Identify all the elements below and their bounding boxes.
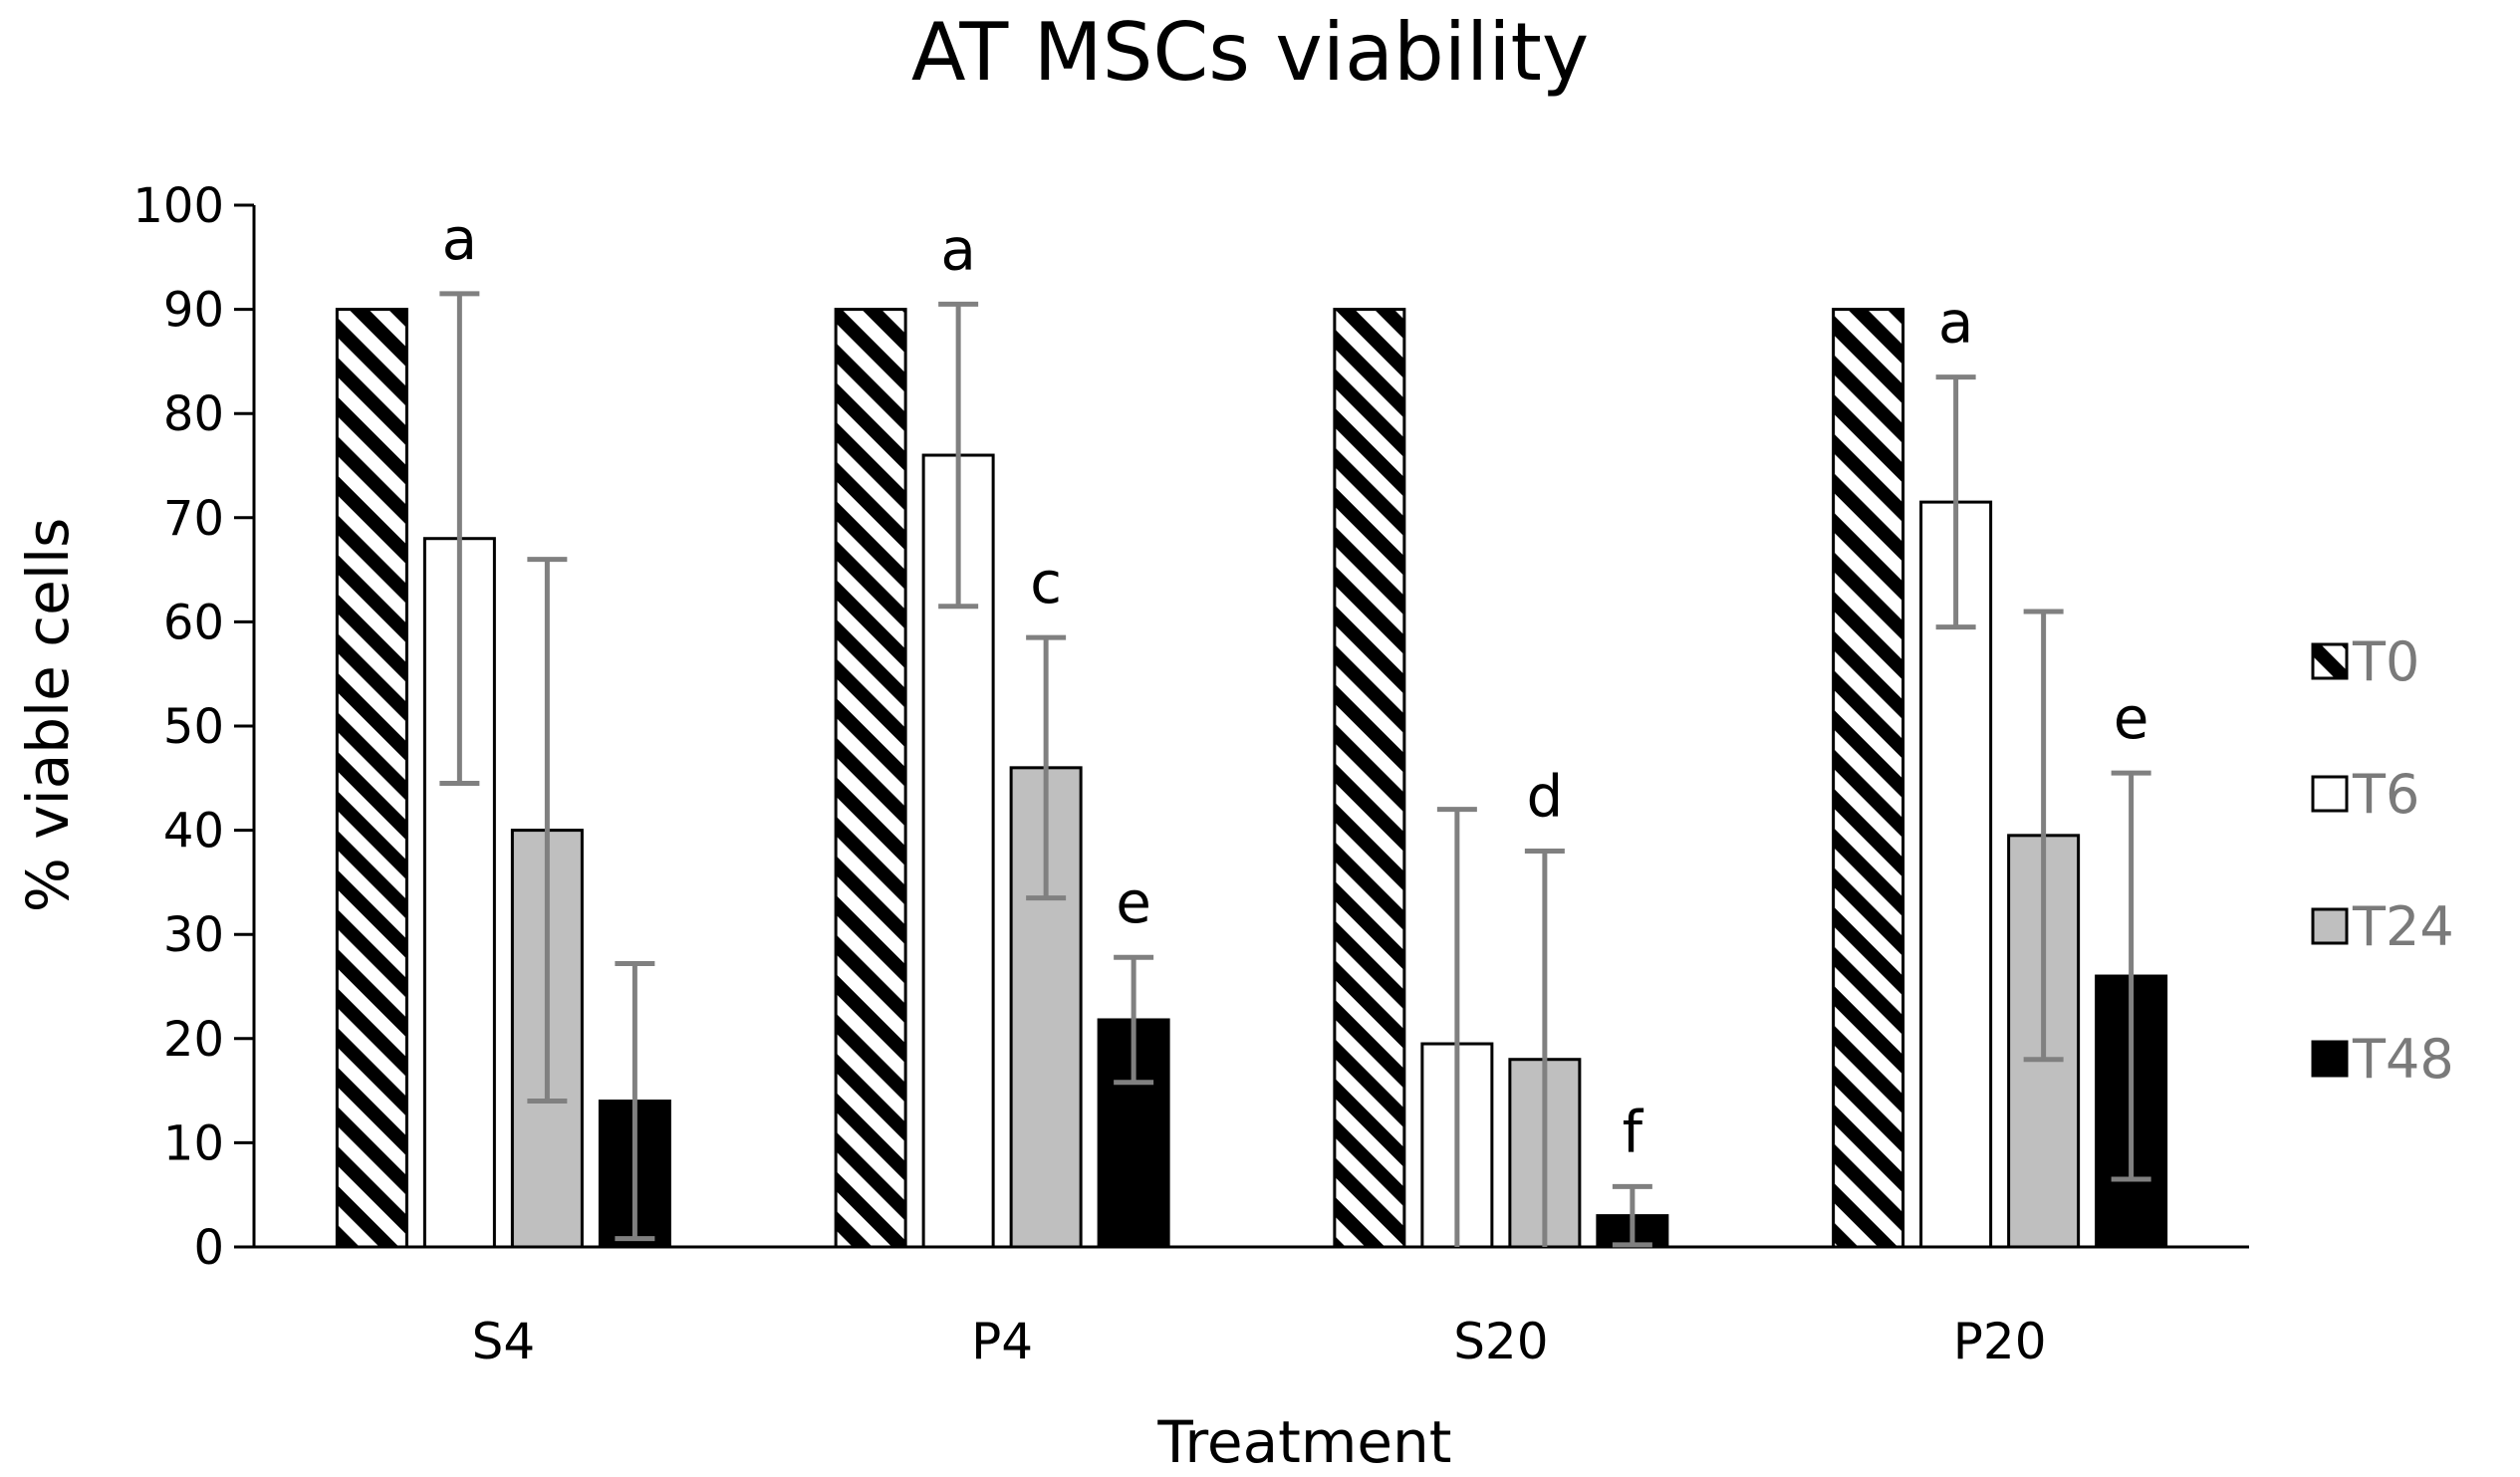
significance-label: a bbox=[940, 215, 976, 283]
legend-swatch-t48 bbox=[2311, 1040, 2349, 1078]
y-tick-label: 10 bbox=[163, 1115, 224, 1171]
significance-label: a bbox=[1938, 289, 1974, 357]
y-tick-label: 70 bbox=[163, 491, 224, 547]
legend-swatch-t24 bbox=[2311, 907, 2349, 945]
y-axis-title: % viable cells bbox=[14, 518, 82, 913]
bar-t0-s20 bbox=[1333, 308, 1406, 1249]
legend-label-t0: T0 bbox=[2352, 630, 2419, 693]
legend-swatch-t0 bbox=[2311, 642, 2349, 680]
legend-swatch-t6 bbox=[2311, 775, 2349, 813]
x-tick-label: P20 bbox=[1953, 1313, 2047, 1370]
y-tick-label: 60 bbox=[163, 595, 224, 650]
legend: T0 T6 T24 T48 bbox=[2311, 630, 2454, 1091]
legend-label-t24: T24 bbox=[2352, 895, 2454, 958]
y-tick-label: 90 bbox=[163, 283, 224, 339]
x-tick-label: S20 bbox=[1453, 1313, 1548, 1370]
plot-area: 0 10 20 30 40 50 60 70 80 90 100 S4 P4 S20 P20 a a c e d f a e bbox=[132, 178, 2249, 1370]
y-tick-label: 100 bbox=[132, 178, 224, 234]
significance-label: c bbox=[1030, 549, 1062, 616]
significance-label: e bbox=[1116, 868, 1151, 936]
chart-title: AT MSCs viability bbox=[911, 6, 1589, 99]
legend-label-t48: T48 bbox=[2352, 1028, 2454, 1091]
bar-t0-p4 bbox=[834, 308, 907, 1249]
legend-label-t6: T6 bbox=[2352, 763, 2419, 826]
y-tick-label: 40 bbox=[163, 804, 224, 860]
bar-t6-s4 bbox=[422, 537, 496, 1249]
significance-label: f bbox=[1623, 1098, 1644, 1165]
y-tick-label: 30 bbox=[163, 907, 224, 963]
x-axis-title: Treatment bbox=[1156, 1408, 1451, 1476]
significance-label: a bbox=[442, 205, 478, 273]
x-tick-label: P4 bbox=[971, 1313, 1033, 1370]
y-tick-label: 80 bbox=[163, 386, 224, 442]
significance-label: d bbox=[1526, 763, 1563, 831]
bar-t0-p20 bbox=[1832, 308, 1905, 1249]
y-tick-label: 50 bbox=[163, 699, 224, 755]
y-tick-label: 0 bbox=[193, 1220, 224, 1276]
x-tick-label: S4 bbox=[472, 1313, 536, 1370]
significance-label: e bbox=[2114, 684, 2149, 752]
y-tick-label: 20 bbox=[163, 1012, 224, 1068]
bar-t0-s4 bbox=[335, 308, 408, 1249]
